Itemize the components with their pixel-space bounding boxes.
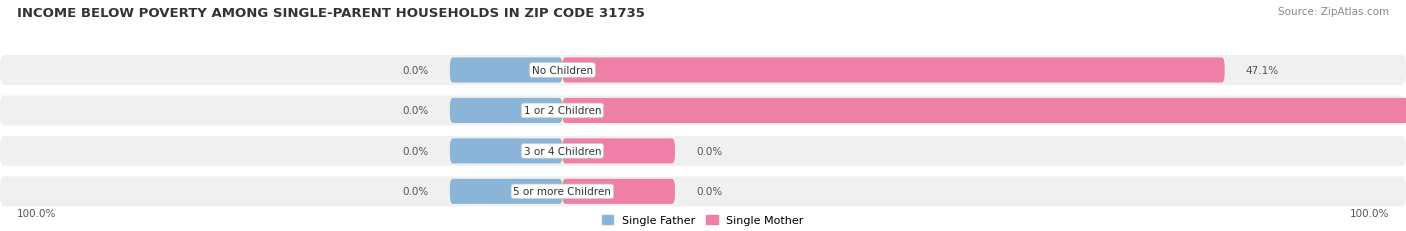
Text: 0.0%: 0.0% xyxy=(402,146,429,156)
FancyBboxPatch shape xyxy=(562,58,1225,83)
Text: 3 or 4 Children: 3 or 4 Children xyxy=(523,146,602,156)
FancyBboxPatch shape xyxy=(450,139,562,164)
FancyBboxPatch shape xyxy=(562,179,675,204)
FancyBboxPatch shape xyxy=(0,56,1406,85)
Text: 0.0%: 0.0% xyxy=(402,106,429,116)
Text: INCOME BELOW POVERTY AMONG SINGLE-PARENT HOUSEHOLDS IN ZIP CODE 31735: INCOME BELOW POVERTY AMONG SINGLE-PARENT… xyxy=(17,7,645,20)
FancyBboxPatch shape xyxy=(0,96,1406,126)
FancyBboxPatch shape xyxy=(450,58,562,83)
FancyBboxPatch shape xyxy=(450,179,562,204)
Text: 100.0%: 100.0% xyxy=(1350,208,1389,218)
Text: 0.0%: 0.0% xyxy=(696,187,723,197)
Text: 0.0%: 0.0% xyxy=(696,146,723,156)
FancyBboxPatch shape xyxy=(450,98,562,123)
Text: Source: ZipAtlas.com: Source: ZipAtlas.com xyxy=(1278,7,1389,17)
Text: 47.1%: 47.1% xyxy=(1246,66,1279,76)
Text: No Children: No Children xyxy=(531,66,593,76)
Text: 1 or 2 Children: 1 or 2 Children xyxy=(523,106,602,116)
FancyBboxPatch shape xyxy=(562,139,675,164)
FancyBboxPatch shape xyxy=(0,136,1406,166)
Text: 0.0%: 0.0% xyxy=(402,187,429,197)
FancyBboxPatch shape xyxy=(0,177,1406,207)
Legend: Single Father, Single Mother: Single Father, Single Mother xyxy=(602,215,804,225)
Text: 0.0%: 0.0% xyxy=(402,66,429,76)
FancyBboxPatch shape xyxy=(562,98,1406,123)
Text: 5 or more Children: 5 or more Children xyxy=(513,187,612,197)
Text: 100.0%: 100.0% xyxy=(17,208,56,218)
